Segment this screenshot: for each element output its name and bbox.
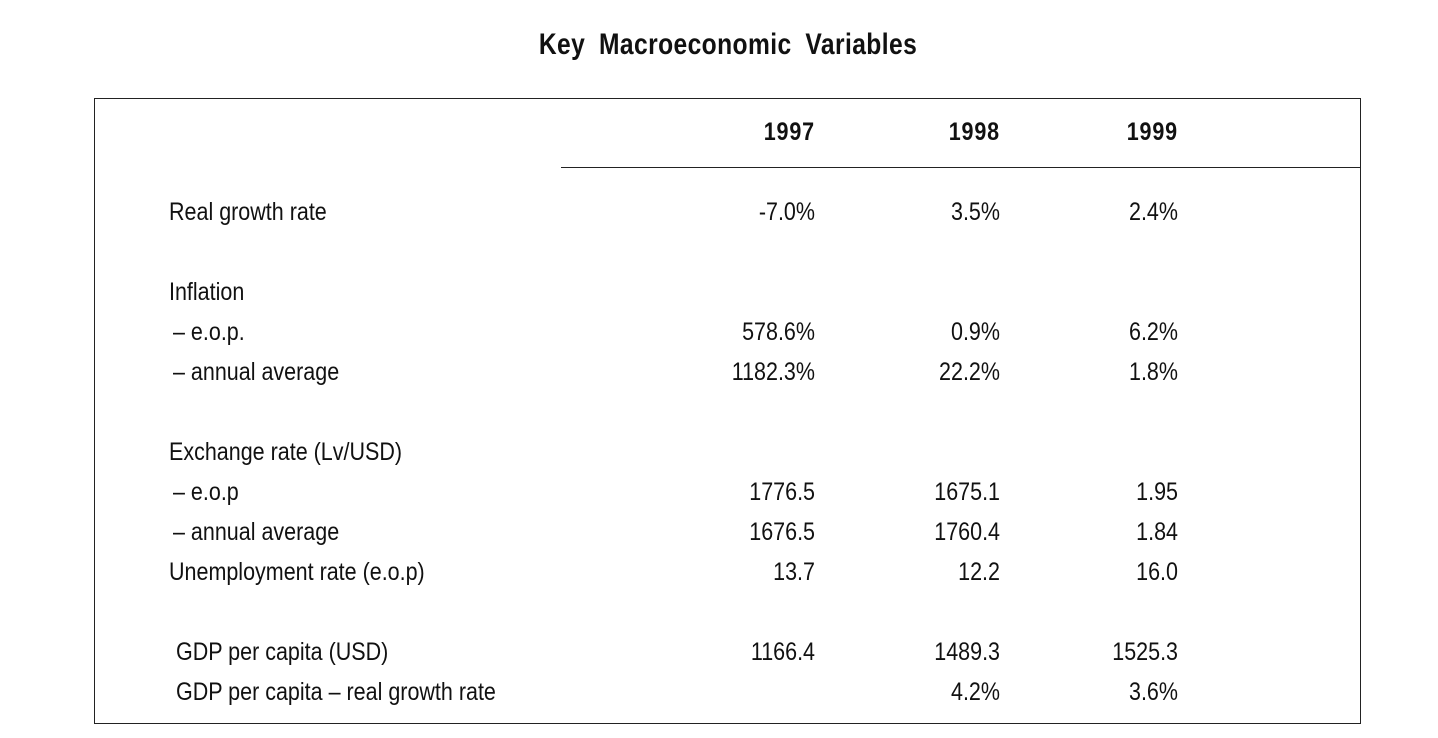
row-label-exchange-rate: Exchange rate (Lv/USD) bbox=[169, 438, 403, 466]
table-cell: 0.9% bbox=[950, 318, 1000, 346]
row-label-exchange-eop: – e.o.p bbox=[173, 478, 239, 506]
table-cell: 13.7 bbox=[773, 558, 815, 586]
table-cell: 1525.3 bbox=[1112, 638, 1178, 666]
table-cell: 12.2 bbox=[958, 558, 1000, 586]
page-title: Key Macroeconomic Variables bbox=[538, 28, 918, 61]
table-cell: 4.2% bbox=[950, 678, 1000, 706]
table-cell: 2.4% bbox=[1128, 198, 1178, 226]
table-cell: 1.84 bbox=[1136, 518, 1178, 546]
table-frame bbox=[94, 98, 1361, 724]
header-divider bbox=[561, 167, 1361, 168]
table-cell: 1760.4 bbox=[934, 518, 1000, 546]
table-cell: 1489.3 bbox=[934, 638, 1000, 666]
table-cell: 3.5% bbox=[950, 198, 1000, 226]
row-label-inflation: Inflation bbox=[169, 278, 245, 306]
table-cell: 578.6% bbox=[742, 318, 815, 346]
year-header-1997: 1997 bbox=[763, 118, 815, 146]
table-cell: 3.6% bbox=[1128, 678, 1178, 706]
row-label-gdp-per-capita-real-growth: GDP per capita – real growth rate bbox=[176, 678, 496, 706]
year-header-1998: 1998 bbox=[948, 118, 1000, 146]
row-label-inflation-eop: – e.o.p. bbox=[173, 318, 245, 346]
row-label-real-growth-rate: Real growth rate bbox=[169, 198, 327, 226]
row-label-inflation-annual-average: – annual average bbox=[173, 358, 340, 386]
table-cell: 1166.4 bbox=[750, 638, 815, 666]
row-label-gdp-per-capita: GDP per capita (USD) bbox=[176, 638, 389, 666]
table-cell: 6.2% bbox=[1128, 318, 1178, 346]
table-cell: 1675.1 bbox=[934, 478, 1000, 506]
table-cell: 1182.3% bbox=[731, 358, 815, 386]
row-label-exchange-annual-average: – annual average bbox=[173, 518, 340, 546]
table-cell: -7.0% bbox=[758, 198, 815, 226]
table-cell: 1.8% bbox=[1128, 358, 1178, 386]
table-cell: 16.0 bbox=[1136, 558, 1178, 586]
table-cell: 1776.5 bbox=[749, 478, 815, 506]
table-cell: 1.95 bbox=[1136, 478, 1178, 506]
year-header-1999: 1999 bbox=[1126, 118, 1178, 146]
table-cell: 22.2% bbox=[939, 358, 1000, 386]
row-label-unemployment-rate: Unemployment rate (e.o.p) bbox=[169, 558, 425, 586]
table-cell: 1676.5 bbox=[749, 518, 815, 546]
